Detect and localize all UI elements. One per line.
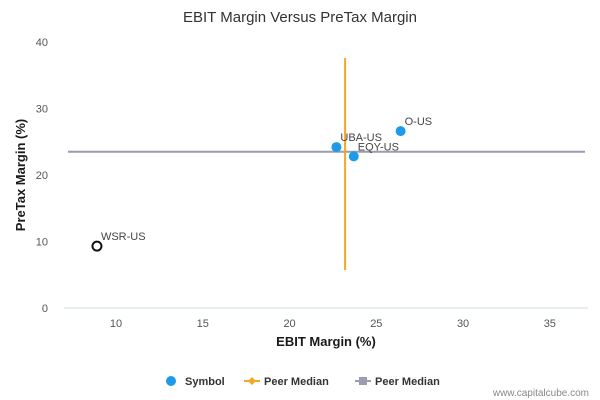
y-axis-title: PreTax Margin (%) — [13, 119, 28, 231]
data-point[interactable] — [91, 240, 103, 252]
legend-square-icon — [359, 377, 367, 385]
x-axis-title: EBIT Margin (%) — [276, 334, 376, 349]
x-tick-label: 25 — [370, 318, 382, 330]
legend-label: Peer Median — [375, 376, 440, 388]
y-tick-label: 30 — [36, 104, 48, 116]
chart-title: EBIT Margin Versus PreTax Margin — [183, 9, 417, 26]
x-tick-label: 10 — [110, 318, 122, 330]
data-point[interactable] — [331, 142, 342, 153]
footer-credit: www.capitalcube.com — [492, 388, 589, 399]
y-tick-label: 10 — [36, 237, 48, 249]
legend-symbol-marker — [166, 376, 176, 386]
legend-label: Symbol — [185, 376, 225, 388]
legend: Symbol Peer Median Peer Median — [166, 376, 440, 388]
point-label: WSR-US — [101, 231, 146, 243]
y-tick-label: 0 — [42, 303, 48, 315]
x-axis-ticks: 10 15 20 25 30 35 — [110, 318, 556, 330]
y-axis-ticks: 0 10 20 30 40 — [36, 37, 48, 315]
peer-median-lines — [68, 57, 585, 271]
data-point[interactable] — [348, 151, 359, 162]
legend-diamond-icon — [248, 377, 256, 385]
legend-label: Peer Median — [264, 376, 329, 388]
point-label: UBA-US — [340, 132, 382, 144]
x-tick-label: 15 — [197, 318, 209, 330]
x-tick-label: 30 — [457, 318, 469, 330]
y-tick-label: 40 — [36, 37, 48, 49]
point-label: EQY-US — [358, 141, 399, 153]
data-point[interactable] — [395, 126, 406, 137]
point-label: O-US — [405, 116, 433, 128]
x-tick-label: 20 — [283, 318, 295, 330]
y-tick-label: 20 — [36, 170, 48, 182]
x-tick-label: 35 — [544, 318, 556, 330]
